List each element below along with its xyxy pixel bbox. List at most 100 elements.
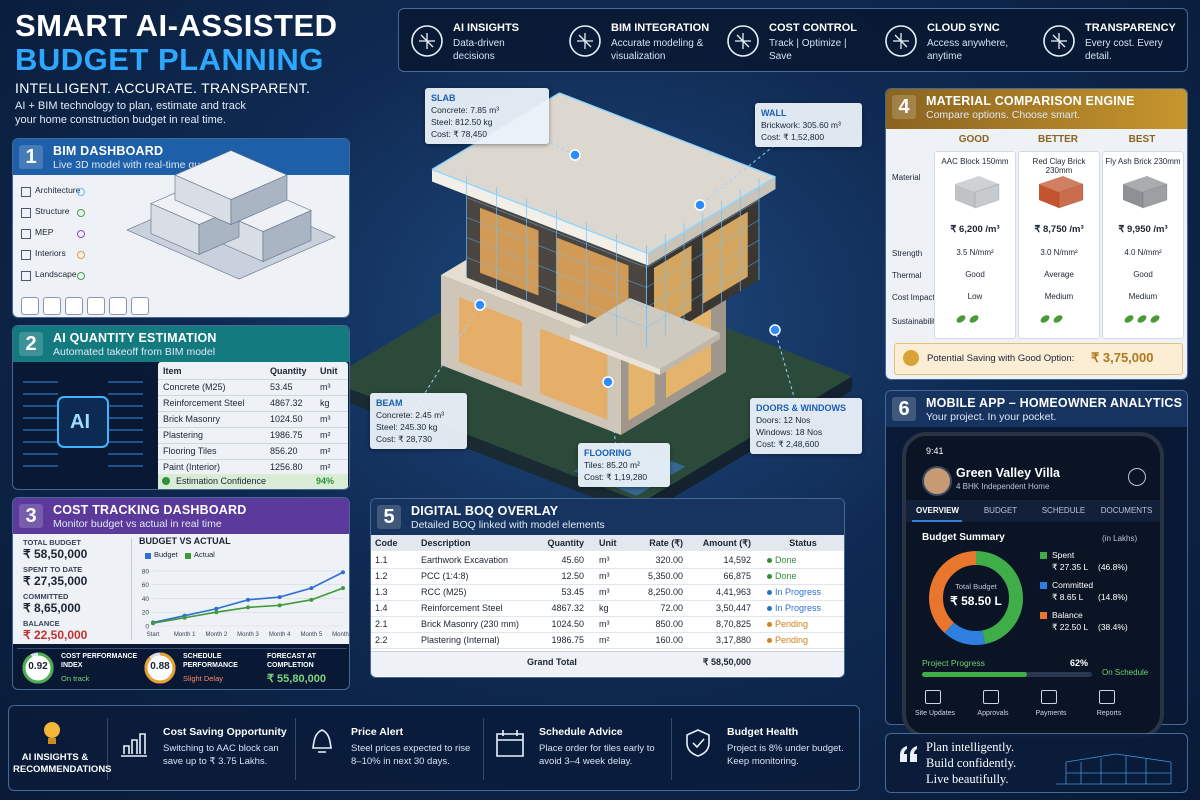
block-side: [1058, 183, 1084, 209]
table-cell: Concrete (M25): [163, 382, 226, 392]
material-strength: 4.0 N/mm²: [1124, 248, 1162, 257]
quote-line: Build confidently.: [926, 756, 1017, 770]
icon-glyph: [419, 33, 435, 49]
budget-chart: 0 20 40 60 80 Start Month 1 Month 2 Month 3 Month…: [142, 568, 349, 638]
anchor-dot: [474, 299, 486, 311]
table-cell: 14,592: [723, 555, 751, 565]
terrace-right: [660, 333, 720, 375]
table-cell: 53.45: [270, 382, 293, 392]
layer-dot: [77, 251, 85, 259]
layer-icon: [21, 229, 31, 239]
status: In Progress: [775, 603, 822, 613]
annotation-title: DOORS & WINDOWS: [756, 403, 846, 413]
insights-label: AI INSIGHTS & RECOMMENDATIONS: [13, 752, 112, 775]
layer-icon: [21, 250, 31, 260]
stat-label: COMMITTED: [23, 592, 69, 601]
material-name: Fly Ash Brick 230mm: [1105, 157, 1181, 166]
check-icon: [162, 477, 170, 485]
tab: SCHEDULE: [1041, 506, 1086, 515]
bulb-base: [48, 738, 56, 744]
quantity-estimation-panel: 2 AI QUANTITY ESTIMATION Automated takeoff…: [12, 325, 350, 490]
grade-label: BETTER: [1038, 134, 1078, 145]
chip-body: [57, 396, 109, 448]
column-header: Description: [421, 538, 471, 548]
table-cell: kg: [320, 398, 330, 408]
row-rule: [371, 584, 844, 585]
material-strength: 3.0 N/mm²: [1040, 248, 1078, 257]
panel-number: 1: [19, 145, 43, 169]
phone: 9:41 Green Valley Villa 4 BHK Independent …: [902, 432, 1164, 738]
panel-header: [371, 499, 844, 535]
divider: [17, 648, 347, 649]
donut-segment: [929, 551, 1023, 645]
table-cell: Earthwork Excavation: [421, 555, 509, 565]
panel-title: MATERIAL COMPARISON ENGINE: [926, 94, 1135, 108]
table-cell: Brick Masonry (230 mm): [421, 619, 520, 629]
insights-bar: AI INSIGHTS & RECOMMENDATIONS Cost Saving…: [8, 705, 860, 791]
legend-swatch: [185, 553, 191, 559]
x-tick-label: Month 4: [269, 632, 291, 638]
table-cell: m²: [320, 430, 331, 440]
row-label: Strength: [892, 249, 923, 258]
panel-header: [13, 326, 349, 362]
feature-title: CLOUD SYNC: [927, 22, 1000, 34]
x-tick-label: Start: [147, 632, 160, 638]
confidence-row: Estimation Confidence 94%: [158, 474, 348, 489]
tool-button: [43, 297, 61, 315]
annotation-title: WALL: [761, 108, 787, 118]
y-tick-label: 40: [142, 596, 150, 603]
icon-glyph: [893, 33, 909, 49]
status: Done: [775, 571, 797, 581]
table-cell: m³: [599, 587, 610, 597]
annotation: SLAB Concrete: 7.85 m³ Steel: 812.50 kg Cos…: [425, 88, 549, 144]
panel-header: [13, 139, 349, 175]
donut-segment: [929, 551, 1023, 645]
row-rule: [371, 632, 844, 633]
metric-value: 0.92: [28, 661, 48, 672]
anchor-dot: [602, 376, 614, 388]
column-header: Code: [375, 538, 398, 548]
series-point: [214, 610, 219, 615]
table-cell: 4867.32: [551, 603, 584, 613]
series-point: [246, 605, 250, 610]
series-point: [214, 606, 219, 611]
block-side: [974, 183, 1000, 209]
legend-amount: ₹ 8.65 L: [1052, 592, 1084, 602]
nav-icon: [1041, 690, 1057, 704]
coin-icon: [903, 350, 919, 366]
table-cell: Plastering (Internal): [421, 635, 500, 645]
status-icon: [767, 574, 772, 579]
material-cost-impact: Medium: [1044, 292, 1074, 301]
table-cell: Reinforcement Steel: [421, 603, 503, 613]
wireframe-edge: [466, 237, 647, 308]
feature-icon: [885, 25, 917, 57]
table-cell: m³: [320, 382, 331, 392]
panel-header: [13, 498, 349, 534]
leaf: [1053, 315, 1063, 323]
feature-icon: [569, 25, 601, 57]
saving-value: ₹ 3,75,000: [1091, 350, 1154, 365]
block-top: [1039, 176, 1083, 192]
boq-panel: 5 DIGITAL BOQ OVERLAY Detailed BOQ linked …: [370, 498, 845, 678]
nav-icon: [925, 690, 941, 704]
house-outline: [1056, 753, 1172, 785]
column-header: Status: [789, 538, 817, 548]
status: Pending: [775, 635, 809, 645]
legend-name: Committed: [1052, 580, 1094, 590]
wireframe-edge: [646, 259, 760, 328]
leaf: [1137, 315, 1147, 323]
panel-number: 6: [892, 397, 916, 421]
feature-text: Data-driven decisions: [453, 38, 505, 62]
layer-name: Architecture: [35, 185, 81, 195]
description: AI + BIM technology to plan, estimate an…: [15, 100, 246, 126]
table-cell: 1024.50: [270, 414, 303, 424]
tab-indicator: [912, 520, 962, 522]
table-cell: 4867.32: [270, 398, 303, 408]
legend-name: Spent: [1052, 550, 1075, 560]
material-cost-impact: Low: [967, 292, 983, 301]
layer-dot: [77, 230, 85, 238]
material-thermal: Average: [1044, 270, 1074, 279]
divider: [107, 718, 108, 780]
window: [702, 211, 748, 304]
wireframe-edge: [646, 219, 760, 288]
